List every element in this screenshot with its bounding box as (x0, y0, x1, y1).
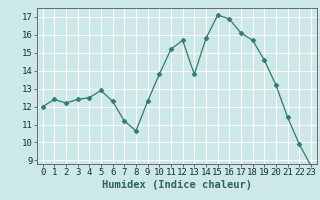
X-axis label: Humidex (Indice chaleur): Humidex (Indice chaleur) (102, 180, 252, 190)
